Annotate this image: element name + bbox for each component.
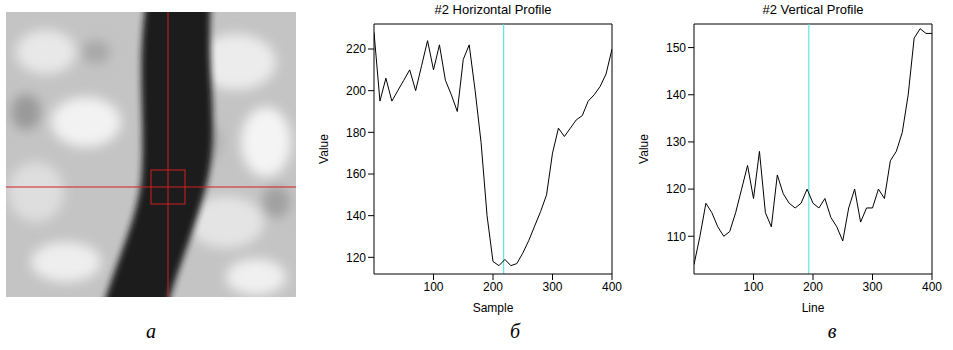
svg-text:220: 220 <box>346 42 366 56</box>
svg-text:100: 100 <box>423 280 443 294</box>
svg-text:Value: Value <box>638 134 651 164</box>
svg-text:140: 140 <box>346 209 366 223</box>
svg-text:200: 200 <box>483 280 503 294</box>
svg-text:130: 130 <box>666 135 686 149</box>
svg-text:Line: Line <box>802 301 825 315</box>
svg-text:120: 120 <box>346 251 366 265</box>
html-text:в: в <box>827 320 837 342</box>
svg-text:100: 100 <box>743 280 763 294</box>
svg-text:200: 200 <box>803 280 823 294</box>
svg-text:Value: Value <box>318 134 331 164</box>
svg-text:160: 160 <box>346 167 366 181</box>
html-text:б: б <box>510 320 520 342</box>
svg-text:140: 140 <box>666 88 686 102</box>
html-text:#2 Horizontal Profile: #2 Horizontal Profile <box>434 2 552 17</box>
svg-text:400: 400 <box>922 280 942 294</box>
svg-text:400: 400 <box>602 280 622 294</box>
svg-text:Sample: Sample <box>473 301 514 315</box>
html-text:а: а <box>146 320 156 342</box>
svg-text:150: 150 <box>666 41 686 55</box>
svg-text:120: 120 <box>666 182 686 196</box>
svg-text:110: 110 <box>667 230 686 244</box>
svg-text:300: 300 <box>862 280 882 294</box>
svg-text:300: 300 <box>542 280 562 294</box>
svg-text:200: 200 <box>346 84 366 98</box>
svg-text:180: 180 <box>346 126 366 140</box>
html-text:#2 Vertical Profile: #2 Vertical Profile <box>762 2 864 17</box>
